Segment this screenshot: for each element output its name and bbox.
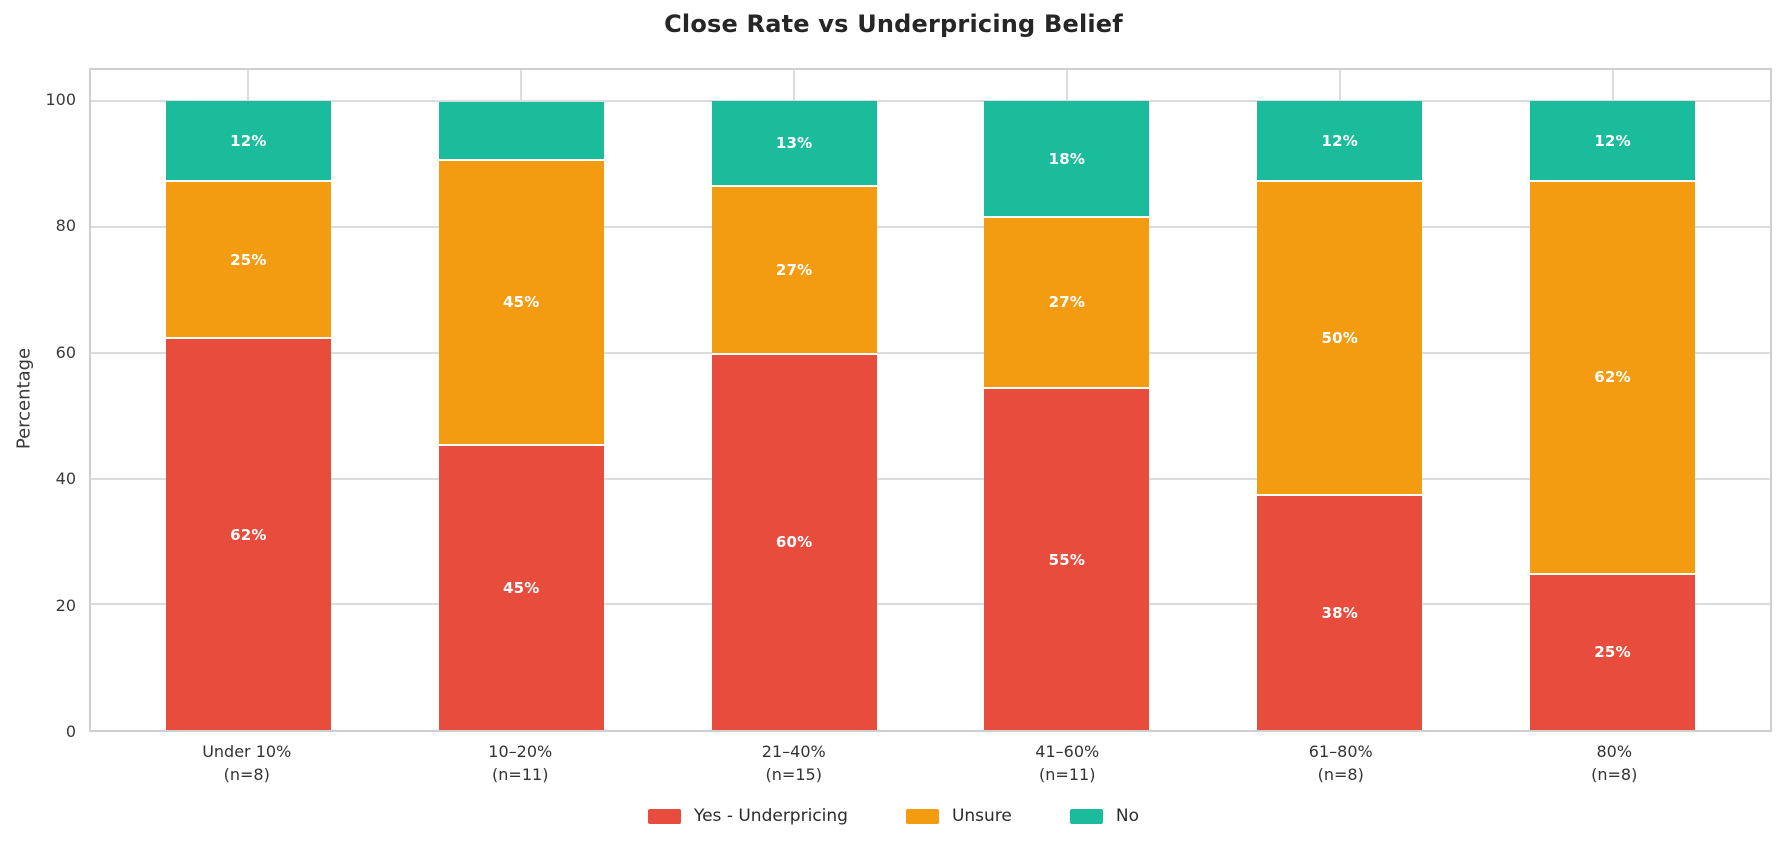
segment-yes-underpricing-1: 62%: [165, 337, 331, 730]
bar-slot-1: 62% 25% 12%: [112, 70, 385, 730]
bar-80: 25% 62% 12%: [1530, 70, 1696, 730]
y-tick-80: 80: [55, 216, 76, 236]
bar-61-80: 38% 50% 12%: [1257, 70, 1423, 730]
segment-unsure-1: 25%: [165, 180, 331, 338]
x-tick-n-label: (n=11): [1039, 765, 1096, 785]
gridline-h-20: [91, 603, 1770, 606]
bar-slot-3: 60% 27% 13%: [658, 70, 931, 730]
segment-value-label: 62%: [1594, 368, 1631, 387]
segment-no-1: 12%: [165, 101, 331, 181]
segment-no-6: 12%: [1530, 101, 1696, 181]
y-axis-ticks: 0 20 40 60 80 100: [0, 68, 76, 739]
x-tick-n-label: (n=11): [492, 765, 549, 785]
x-tick-range-label: 41–60%: [1035, 742, 1100, 761]
legend: Yes - Underpricing Unsure No: [0, 806, 1787, 826]
segment-yes-underpricing-6: 25%: [1530, 572, 1696, 730]
legend-item-no: No: [1069, 806, 1140, 826]
bar-slot-2: 45% 45%: [385, 70, 658, 730]
segment-value-label: 13%: [775, 134, 813, 153]
gridline-h-100: [91, 100, 1770, 103]
x-tick-range-label: 10–20%: [488, 742, 553, 761]
bar-21-40: 60% 27% 13%: [711, 70, 877, 730]
x-tick-n-label: (n=15): [765, 765, 822, 785]
bar-slot-6: 25% 62% 12%: [1476, 70, 1749, 730]
gridline-h-80: [91, 226, 1770, 229]
y-tick-60: 60: [55, 342, 76, 362]
legend-item-unsure: Unsure: [905, 806, 1012, 826]
y-tick-20: 20: [55, 595, 76, 615]
y-tick-0: 0: [65, 722, 76, 741]
segment-no-5: 12%: [1257, 101, 1423, 181]
legend-label: Yes - Underpricing: [693, 806, 848, 826]
x-tick-4: 41–60% (n=11): [931, 740, 1205, 786]
x-tick-range-label: Under 10%: [202, 742, 292, 761]
segment-unsure-3: 27%: [711, 185, 877, 353]
chart-title: Close Rate vs Underpricing Belief: [664, 10, 1123, 38]
segment-value-label: 25%: [1594, 643, 1631, 662]
segment-unsure-2: 45%: [438, 158, 604, 445]
x-tick-n-label: (n=8): [1591, 765, 1638, 785]
segment-no-3: 13%: [711, 101, 877, 186]
segment-unsure-5: 50%: [1257, 180, 1423, 495]
x-tick-range-label: 21–40%: [761, 742, 826, 761]
x-tick-2: 10–20% (n=11): [384, 740, 658, 786]
segment-no-4: 18%: [984, 101, 1150, 216]
x-tick-6: 80% (n=8): [1478, 740, 1752, 786]
legend-label: No: [1115, 806, 1140, 826]
bar-41-60: 55% 27% 18%: [984, 70, 1150, 730]
segment-value-label: 27%: [775, 261, 813, 280]
bar-slot-4: 55% 27% 18%: [930, 70, 1203, 730]
y-tick-100: 100: [45, 89, 76, 109]
segment-unsure-6: 62%: [1530, 180, 1696, 573]
plot-area: 62% 25% 12% 45% 45% 60% 27% 13% 55% 27% 18% 38% 50% 1…: [89, 68, 1772, 732]
segment-value-label: 25%: [230, 250, 267, 269]
segment-value-label: 50%: [1321, 329, 1358, 348]
segment-yes-underpricing-3: 60%: [711, 352, 877, 730]
x-tick-1: Under 10% (n=8): [110, 740, 384, 786]
bar-10-20: 45% 45%: [438, 70, 604, 730]
x-tick-n-label: (n=8): [1317, 765, 1364, 785]
gridline-h-60: [91, 351, 1770, 354]
segment-value-label: 60%: [775, 533, 813, 552]
x-tick-5: 61–80% (n=8): [1204, 740, 1478, 786]
legend-swatch-no: [1069, 808, 1103, 824]
legend-label: Unsure: [951, 806, 1012, 826]
x-tick-range-label: 80%: [1596, 742, 1633, 761]
x-tick-3: 21–40% (n=15): [657, 740, 931, 786]
segment-unsure-4: 27%: [984, 215, 1150, 388]
segment-value-label: 12%: [1321, 131, 1358, 150]
segment-value-label: 62%: [230, 525, 267, 544]
legend-item-yes-underpricing: Yes - Underpricing: [647, 806, 848, 826]
bars-container: 62% 25% 12% 45% 45% 60% 27% 13% 55% 27% 18% 38% 50% 1…: [112, 70, 1749, 730]
x-tick-n-label: (n=8): [223, 765, 270, 785]
x-axis-ticks: Under 10% (n=8) 10–20% (n=11) 21–40% (n=15) 41…: [110, 740, 1751, 786]
segment-value-label: 38%: [1321, 604, 1358, 623]
segment-yes-underpricing-5: 38%: [1257, 494, 1423, 730]
legend-swatch-yes-underpricing: [647, 808, 681, 824]
segment-value-label: 12%: [230, 131, 267, 150]
gridline-h-40: [91, 477, 1770, 480]
segment-value-label: 55%: [1048, 550, 1086, 569]
segment-value-label: 45%: [502, 293, 540, 312]
y-tick-40: 40: [55, 469, 76, 489]
segment-no-2: [438, 101, 604, 159]
bar-slot-5: 38% 50% 12%: [1203, 70, 1476, 730]
segment-value-label: 18%: [1048, 149, 1086, 168]
segment-yes-underpricing-4: 55%: [984, 387, 1150, 730]
legend-swatch-unsure: [905, 808, 939, 824]
x-tick-range-label: 61–80%: [1308, 742, 1373, 761]
segment-value-label: 12%: [1594, 131, 1631, 150]
segment-yes-underpricing-2: 45%: [438, 444, 604, 730]
bar-under-10: 62% 25% 12%: [165, 70, 331, 730]
segment-value-label: 45%: [502, 579, 540, 598]
segment-value-label: 27%: [1048, 293, 1086, 312]
